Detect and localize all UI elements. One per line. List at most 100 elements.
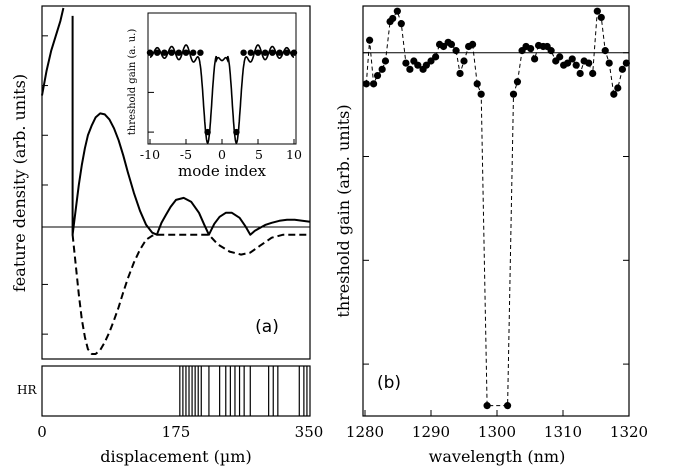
panel-b-point [503,402,512,410]
inset-point [290,49,298,56]
inset-point [190,49,197,56]
inset-point [247,49,254,56]
panel-b-xtick-label: 1290 [412,423,450,441]
panel-b-point [460,57,468,65]
panel-b-point [378,65,386,73]
inset-point [262,49,269,56]
inset-point [283,49,290,56]
panel-b-point [593,7,601,15]
panel-b-point [576,69,584,78]
inset: threshold gain (a. u.) mode index -10 -5… [127,12,302,180]
panel-b-point [381,57,390,65]
inset-point [175,49,182,56]
panel-b-point [393,7,401,15]
inset-xtick-label: -5 [180,147,192,162]
panel-a-frame [41,5,311,360]
panel-a-solid-curve [41,7,65,96]
panel-b-point [589,69,597,78]
panel-a-solid-curve [71,15,311,236]
inset-point [254,49,262,56]
panel-b-frame [362,5,630,417]
panel-b-point [373,71,382,80]
panel-b-point [618,65,627,73]
panel-b-point [456,69,464,78]
panel-b-point [610,90,618,98]
panel-b-point [527,44,535,53]
panel-b-point [568,55,576,63]
panel-b-point [614,84,622,92]
panel-b-point [585,59,593,67]
panel-b-point [509,90,518,98]
panel-b-point [605,59,613,67]
panel-b-point [447,40,456,49]
panel-a-curves [41,7,311,355]
panel-b-point [369,80,378,88]
panel-b-point [556,53,564,61]
inset-curve [150,44,294,144]
panel-b-point [366,36,374,44]
panel-b-xtick-label: 1320 [610,423,648,441]
panel-a: feature density (arb. units) (a) [10,5,311,360]
panel-a-xtick-label: 175 [162,423,191,441]
panel-a-xtick-label: 350 [295,423,324,441]
panel-a-ylabel: feature density (arb. units) [10,74,29,292]
hr-stack-layers [179,366,308,416]
panel-b-point [572,61,580,69]
inset-point [269,49,276,56]
panel-b-point [432,53,440,61]
panel-b-point [397,20,405,28]
inset-point [276,49,283,56]
panel-b-xtick-label: 1280 [346,423,384,441]
inset-xlabel: mode index [178,162,266,180]
inset-xtick-label: -10 [140,147,160,162]
panel-b-xtick-label: 1310 [544,423,582,441]
panel-b-xtick-label: 1300 [478,423,516,441]
panel-b-point [597,13,605,22]
panel-b-point [468,40,477,49]
panel-a-xlabel: displacement (µm) [100,447,251,466]
panel-b-point [362,80,370,88]
panel-a-xtick-label: 0 [37,423,47,441]
panel-b-point [477,90,485,98]
panel-a-dashed-curve [71,233,310,355]
panel-b-xtick-labels: 1280 1290 1300 1310 1320 [346,423,648,441]
panel-b-point [622,59,630,67]
panel-b: threshold gain (arb. units) (b) 1280 129… [334,5,648,466]
panel-b-point [547,47,555,55]
panel-b-point [439,42,448,51]
panel-b-point [452,47,460,55]
inset-xtick-label: 10 [286,147,302,162]
hr-stack: HR 0 175 350 displacement (µm) [17,365,324,466]
panel-b-point [473,80,481,88]
inset-xtick-label: 0 [218,147,226,162]
panel-b-point [406,65,414,73]
panel-b-tag: (b) [377,373,401,393]
inset-point [146,49,154,56]
panel-b-point [513,78,522,86]
panel-b-plot [362,7,630,416]
panel-b-point [531,55,539,63]
panel-b-ylabel: threshold gain (arb. units) [334,104,353,317]
inset-plot [146,12,298,144]
panel-b-point [564,59,572,67]
inset-point [233,128,240,136]
panel-b-xlabel: wavelength (nm) [429,447,566,466]
panel-b-point [414,61,422,69]
inset-point [240,49,247,56]
panel-b-point [483,402,491,410]
inset-point [168,49,175,56]
panel-b-point [422,61,430,69]
inset-point [161,49,168,56]
inset-frame [147,12,297,145]
panel-b-point [427,57,435,65]
inset-point [182,49,190,56]
panel-b-point [389,14,397,23]
inset-xtick-label: 5 [255,147,263,162]
inset-point [197,49,204,56]
inset-xtick-labels: -10 -5 0 5 10 [140,147,302,162]
hr-stack-frame [41,365,311,417]
panel-b-dashed-line [365,9,627,407]
panel-b-point [402,59,410,67]
panel-b-point [601,47,609,55]
